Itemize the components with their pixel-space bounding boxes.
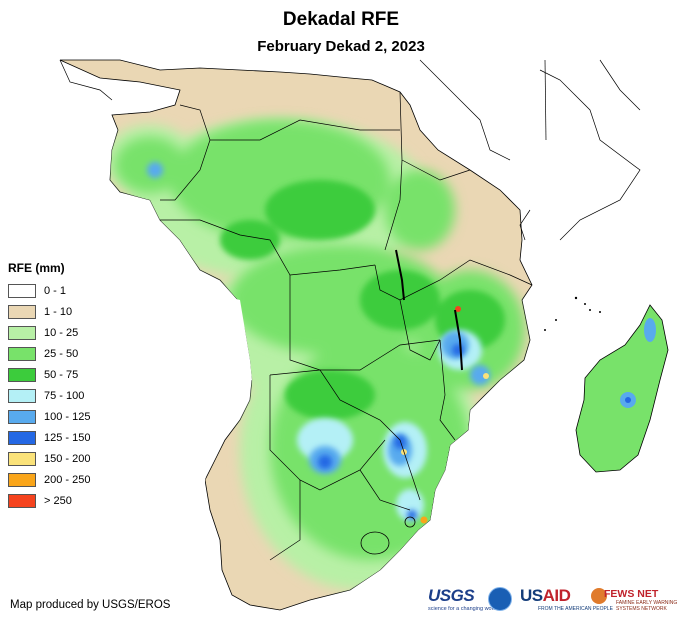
dry-zone [160, 290, 252, 395]
agency-logos: USGS science for a changing world USAID … [428, 586, 678, 618]
legend-label: 150 - 200 [44, 452, 91, 465]
legend-swatch [8, 493, 36, 508]
legend-item: 1 - 10 [8, 301, 90, 322]
map-subtitle: February Dekad 2, 2023 [257, 38, 425, 55]
eswatini-border [404, 516, 416, 528]
ocean-mask [0, 190, 230, 624]
legend-item: 10 - 25 [8, 322, 90, 343]
legend-swatch [8, 325, 36, 340]
legend-swatch [8, 367, 36, 382]
legend-label: 1 - 10 [44, 305, 73, 318]
usaid-tagline: FROM THE AMERICAN PEOPLE [538, 606, 613, 612]
usaid-logo: USAID [520, 586, 571, 606]
outer-coastlines [59, 59, 641, 241]
legend-item: 125 - 150 [8, 427, 90, 448]
legend-swatch [8, 283, 36, 298]
legend-swatch [8, 430, 36, 445]
fews-net-logo: FEWS NET [604, 588, 659, 600]
legend-item: 25 - 50 [8, 343, 90, 364]
lake-malawi [454, 309, 463, 371]
legend-label: 0 - 1 [44, 284, 67, 297]
country-borders [160, 91, 533, 561]
legend-label: 125 - 150 [44, 431, 91, 444]
legend-items: 0 - 1 1 - 10 10 - 25 25 - 50 50 - 75 75 - 100… [8, 280, 90, 511]
legend-item: 75 - 100 [8, 385, 90, 406]
madagascar-rainfall [620, 318, 656, 408]
credit-text: Map produced by USGS/EROS [10, 599, 171, 611]
legend: RFE (mm) 0 - 1 1 - 10 10 - 25 25 - 50 50 - 7… [8, 261, 90, 511]
fews-tagline: FAMINE EARLY WARNING SYSTEMS NETWORK [616, 600, 678, 612]
usaid-prefix: US [520, 586, 543, 605]
legend-label: 75 - 100 [44, 389, 85, 402]
usgs-tagline: science for a changing world [428, 606, 498, 612]
fews-globe-icon [591, 588, 607, 604]
legend-label: 10 - 25 [44, 326, 79, 339]
legend-item: 0 - 1 [8, 280, 90, 301]
legend-item: 150 - 200 [8, 448, 90, 469]
legend-item: 200 - 250 [8, 469, 90, 490]
legend-swatch [8, 409, 36, 424]
map-title: Dekadal RFE [282, 9, 400, 30]
usaid-suffix: AID [542, 586, 571, 605]
madagascar-landmass [575, 304, 669, 473]
legend-swatch [8, 472, 36, 487]
legend-label: 100 - 125 [44, 410, 91, 423]
legend-item: 100 - 125 [8, 406, 90, 427]
legend-label: 50 - 75 [44, 368, 79, 381]
legend-swatch [8, 388, 36, 403]
lake-tanganyika [395, 249, 405, 301]
lesotho-border [360, 531, 390, 555]
legend-title: RFE (mm) [8, 261, 65, 275]
small-islands [544, 296, 601, 331]
legend-swatch [8, 451, 36, 466]
legend-item: 50 - 75 [8, 364, 90, 385]
legend-label: 25 - 50 [44, 347, 79, 360]
legend-label: 200 - 250 [44, 473, 91, 486]
usgs-logo: USGS [428, 586, 475, 605]
legend-item: > 250 [8, 490, 90, 511]
noaa-logo [488, 587, 512, 611]
legend-swatch [8, 346, 36, 361]
legend-label: > 250 [44, 494, 72, 507]
legend-swatch [8, 304, 36, 319]
